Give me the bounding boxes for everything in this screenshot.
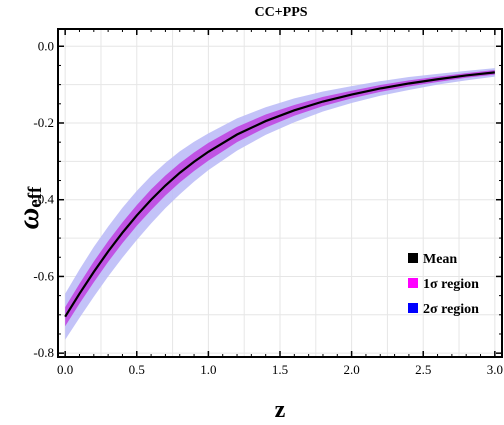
- y-axis-label: ωeff: [12, 186, 46, 229]
- x-tick-label-0: 0.0: [57, 362, 73, 377]
- y-tick-label-2: -0.4: [33, 192, 54, 207]
- x-tick-label-1: 0.5: [129, 362, 145, 377]
- x-axis-label: z: [275, 397, 286, 423]
- y-axis-label-subscript: eff: [25, 186, 46, 208]
- legend-swatch-2: [408, 303, 418, 313]
- legend-label-2: 2σ region: [423, 302, 479, 317]
- x-tick-label-3: 1.5: [272, 362, 288, 377]
- legend-label-1: 1σ region: [423, 277, 479, 292]
- x-tick-label-2: 1.0: [200, 362, 216, 377]
- svg-text:ωeff: ωeff: [12, 186, 46, 229]
- chart-title: CC+PPS: [254, 5, 307, 20]
- x-tick-label-6: 3.0: [487, 362, 503, 377]
- y-tick-label-4: -0.8: [33, 345, 54, 360]
- y-axis-label-symbol: ω: [12, 208, 45, 230]
- x-tick-label-5: 2.5: [415, 362, 431, 377]
- axis-ticks: 0.0 0.5 1.0 1.5 2.0 2.5 3.0 0.0 -0.2 -0.4 -0.6 -0.8: [33, 29, 503, 377]
- legend-swatch-0: [408, 253, 418, 263]
- legend-swatch-1: [408, 278, 418, 288]
- mean-line: [64, 71, 495, 318]
- mean-line-layer: [64, 71, 495, 318]
- y-tick-label-1: -0.2: [33, 115, 54, 130]
- legend: Mean 1σ region 2σ region: [408, 252, 479, 317]
- legend-label-0: Mean: [423, 252, 457, 267]
- x-tick-label-4: 2.0: [343, 362, 359, 377]
- y-tick-label-0: 0.0: [38, 38, 54, 53]
- y-tick-label-3: -0.6: [33, 268, 54, 283]
